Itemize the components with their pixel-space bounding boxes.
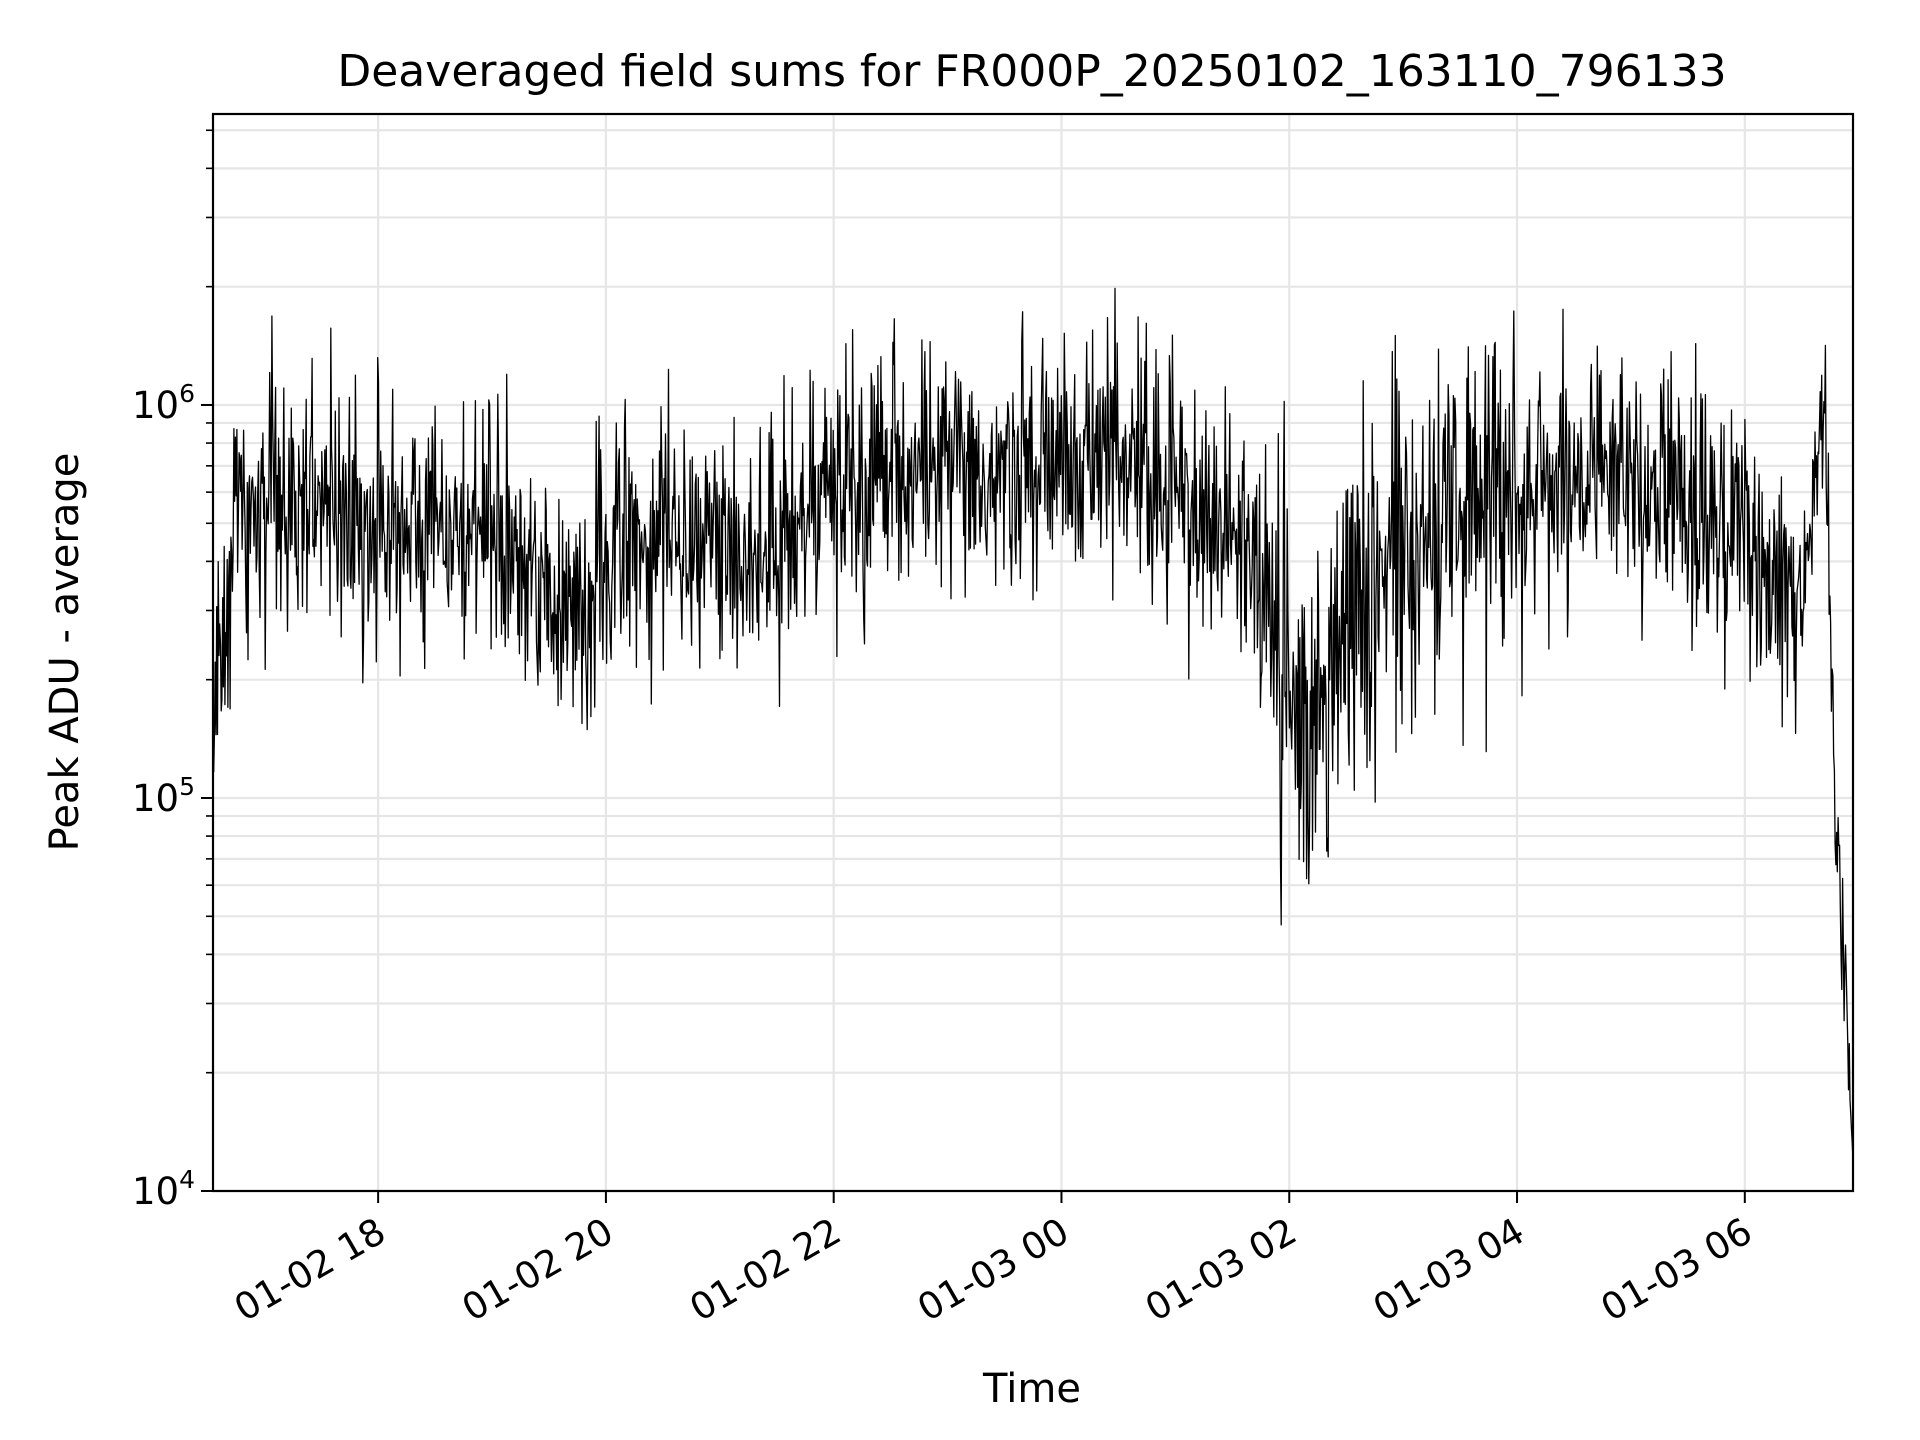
y-tick-exponent: 5 bbox=[179, 772, 195, 801]
plot-frame bbox=[211, 112, 1855, 1193]
y-axis-label: Peak ADU - average bbox=[42, 453, 88, 852]
y-tick-exponent: 4 bbox=[179, 1165, 195, 1194]
y-tick-base: 10 bbox=[132, 777, 179, 820]
x-axis-label: Time bbox=[982, 1366, 1081, 1412]
y-tick-base: 10 bbox=[132, 1170, 179, 1213]
y-tick-label: 106 bbox=[132, 379, 195, 427]
y-tick-label: 104 bbox=[132, 1165, 195, 1213]
chart-title: Deaveraged field sums for FR000P_2025010… bbox=[337, 46, 1726, 97]
y-tick-base: 10 bbox=[132, 384, 179, 427]
y-tick-exponent: 6 bbox=[179, 379, 195, 408]
y-tick-label: 105 bbox=[132, 772, 195, 820]
series-trace bbox=[212, 287, 1854, 1160]
series-line bbox=[212, 287, 1854, 1160]
